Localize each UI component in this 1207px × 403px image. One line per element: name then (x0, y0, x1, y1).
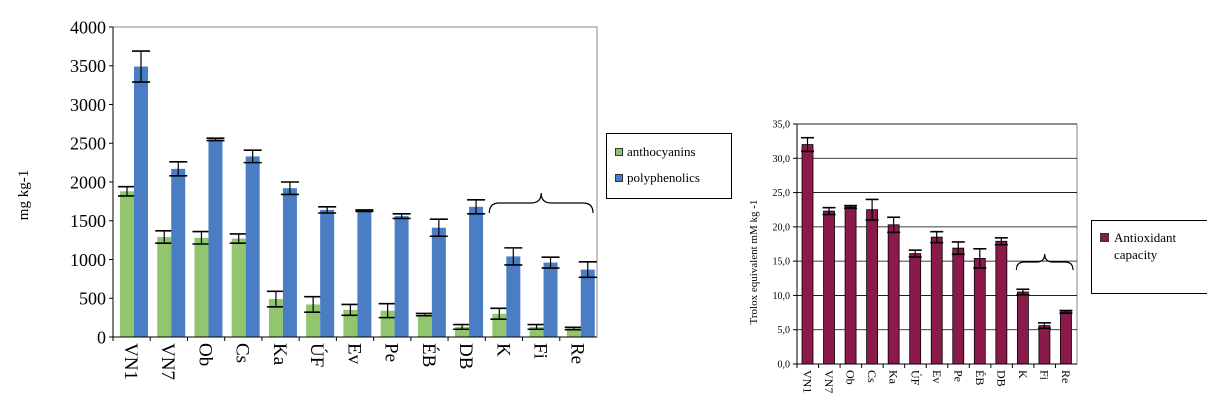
bar (1060, 311, 1072, 365)
bar (245, 156, 260, 337)
bar (357, 210, 372, 337)
bar (1016, 291, 1029, 365)
bar (231, 238, 246, 337)
x-tick-label: Ev (930, 370, 944, 383)
x-tick-label: ÉB (418, 343, 440, 367)
bar (320, 209, 335, 337)
x-tick-label: Cs (865, 370, 879, 383)
bar (952, 247, 965, 365)
x-tick-label: DB (994, 370, 1008, 387)
x-tick-label: Fi (530, 343, 551, 359)
y-tick-label: 5,0 (778, 325, 791, 336)
x-tick-label: VN1 (120, 343, 141, 380)
x-tick-label: VN7 (822, 370, 836, 393)
legend-label: anthocyanins (627, 144, 696, 159)
y-tick-label: 30,0 (773, 154, 791, 165)
x-tick-label: Re (567, 343, 588, 364)
y-axis-label: Trolox equivalent mM kg -1 (748, 200, 760, 325)
polyphenolics-swatch (615, 174, 623, 182)
bar (282, 188, 297, 337)
bar (171, 168, 186, 337)
x-tick-label: K (492, 343, 513, 357)
legend-item-antioxidant-capacity: Antioxidant capacity (1100, 229, 1207, 263)
y-tick-label: 25,0 (773, 188, 791, 199)
x-tick-label: ÚF (908, 370, 922, 386)
bar (394, 216, 409, 337)
y-tick-label: 0 (97, 327, 106, 347)
y-tick-label: 0,0 (778, 360, 791, 371)
bar (930, 236, 943, 365)
x-tick-label: Pe (381, 343, 402, 362)
bar (909, 253, 922, 365)
bar (1038, 325, 1051, 365)
y-tick-label: 2000 (70, 172, 106, 192)
bar (866, 209, 879, 365)
legend-label: Antioxidant capacity (1114, 230, 1177, 262)
legend: Antioxidant capacity (1091, 220, 1207, 294)
y-tick-label: 35,0 (773, 120, 791, 131)
x-tick-label: ÚF (306, 343, 328, 367)
y-axis-label: mg kg-1 (16, 170, 32, 220)
bar (120, 191, 134, 337)
bar (208, 139, 223, 337)
bar (566, 328, 581, 337)
x-tick-label: Ka (269, 343, 290, 366)
bar (529, 326, 544, 337)
bar (844, 206, 857, 365)
y-tick-label: 10,0 (773, 291, 791, 302)
x-tick-label: VN7 (157, 343, 178, 380)
bar (823, 210, 835, 365)
bar (995, 240, 1008, 365)
bar (455, 326, 470, 337)
antioxidant-capacity-swatch (1100, 233, 1109, 242)
x-tick-label: Re (1059, 370, 1073, 383)
y-tick-label: 4000 (70, 17, 106, 37)
x-tick-label: VN1 (801, 370, 815, 393)
x-tick-label: DB (455, 343, 476, 369)
bar (268, 299, 283, 337)
x-tick-label: Ka (887, 370, 901, 385)
x-tick-label: Ob (844, 370, 858, 385)
y-tick-label: 1000 (70, 250, 106, 270)
bar (887, 224, 900, 365)
y-tick-label: 15,0 (773, 257, 791, 268)
x-tick-label: Fi (1037, 370, 1051, 381)
y-tick-label: 500 (79, 289, 106, 309)
sweet-brace (1015, 253, 1074, 271)
x-tick-label: Pe (951, 370, 965, 382)
y-tick-label: 3500 (70, 56, 106, 76)
bar (973, 257, 986, 365)
legend-item-polyphenolics: polyphenolics (615, 170, 731, 186)
antioxidant-capacity-chart: Trolox equivalent mM kg -1 sweet 0,05,01… (748, 120, 1078, 393)
y-tick-label: 3000 (70, 95, 106, 115)
bar (506, 256, 521, 337)
polyphenolics-chart: mg kg-1 sweet 05001000150020002500300035… (16, 17, 598, 380)
bar (134, 66, 148, 338)
bar (431, 227, 446, 337)
x-tick-label: K (1016, 370, 1030, 379)
anthocyanins-swatch (615, 148, 623, 156)
legend: anthocyanins polyphenolics (606, 133, 732, 199)
legend-item-anthocyanins: anthocyanins (615, 144, 731, 160)
plot-area (112, 26, 598, 338)
x-tick-label: Ev (343, 343, 364, 365)
bar (580, 269, 595, 337)
y-tick-label: 1500 (70, 211, 106, 231)
bar (543, 262, 558, 337)
x-tick-label: Cs (232, 343, 253, 363)
x-tick-label: Ob (194, 343, 215, 366)
bar (801, 144, 814, 365)
x-tick-label: ÉB (973, 370, 987, 385)
y-tick-label: 2500 (70, 134, 106, 154)
y-tick-label: 20,0 (773, 222, 791, 233)
bar (343, 309, 358, 337)
bar (417, 314, 432, 337)
bar (157, 237, 172, 337)
bar (469, 206, 484, 337)
sweet-brace (488, 192, 594, 214)
bar (194, 237, 209, 337)
legend-label: polyphenolics (627, 170, 700, 185)
